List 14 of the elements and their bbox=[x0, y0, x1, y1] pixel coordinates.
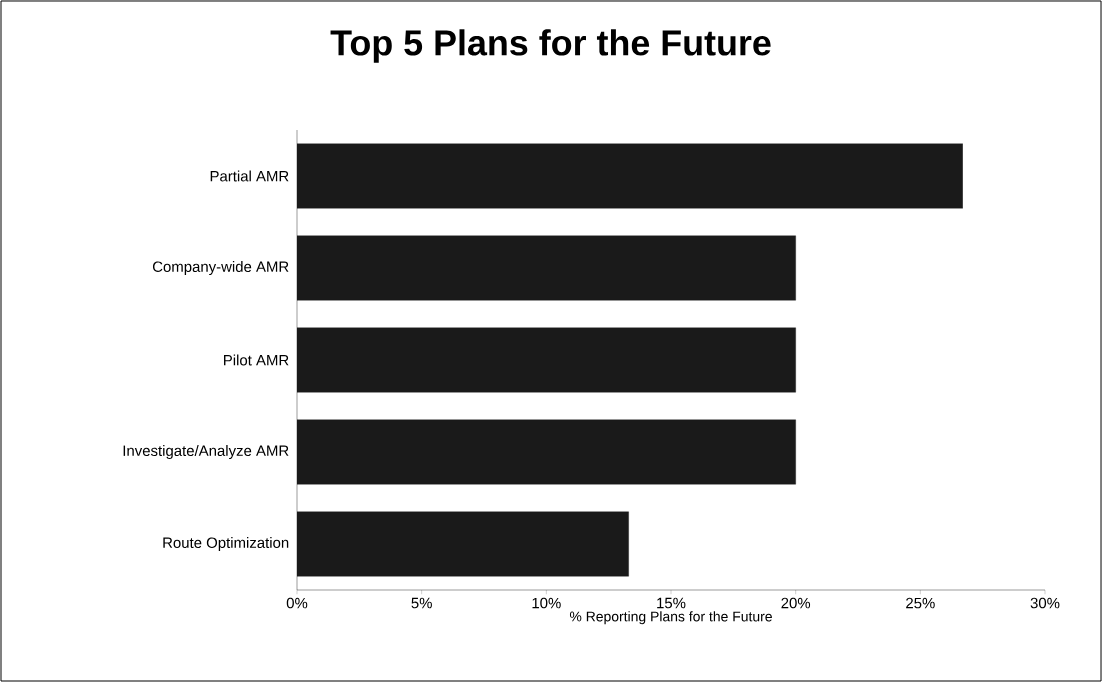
x-tick-label: 15% bbox=[657, 597, 686, 609]
x-tick-label: 30% bbox=[1030, 597, 1060, 609]
chart-title: Top 5 Plans for the Future bbox=[330, 29, 771, 63]
x-tick-label: 5% bbox=[411, 597, 432, 609]
x-axis-title: % Reporting Plans for the Future bbox=[569, 611, 772, 625]
y-tick-label: Pilot AMR bbox=[224, 354, 289, 366]
x-tick-label: 20% bbox=[781, 597, 811, 609]
y-tick-label: Investigate/Analyze AMR bbox=[123, 445, 289, 459]
x-tick-label: 10% bbox=[532, 597, 561, 609]
y-tick-label: Route Optimization bbox=[163, 537, 289, 551]
x-tick-label: 25% bbox=[906, 597, 935, 609]
y-tick-label: Company-wide AMR bbox=[152, 261, 289, 275]
x-tick-label: 0% bbox=[286, 597, 308, 609]
y-tick-label: Partial AMR bbox=[210, 170, 289, 182]
